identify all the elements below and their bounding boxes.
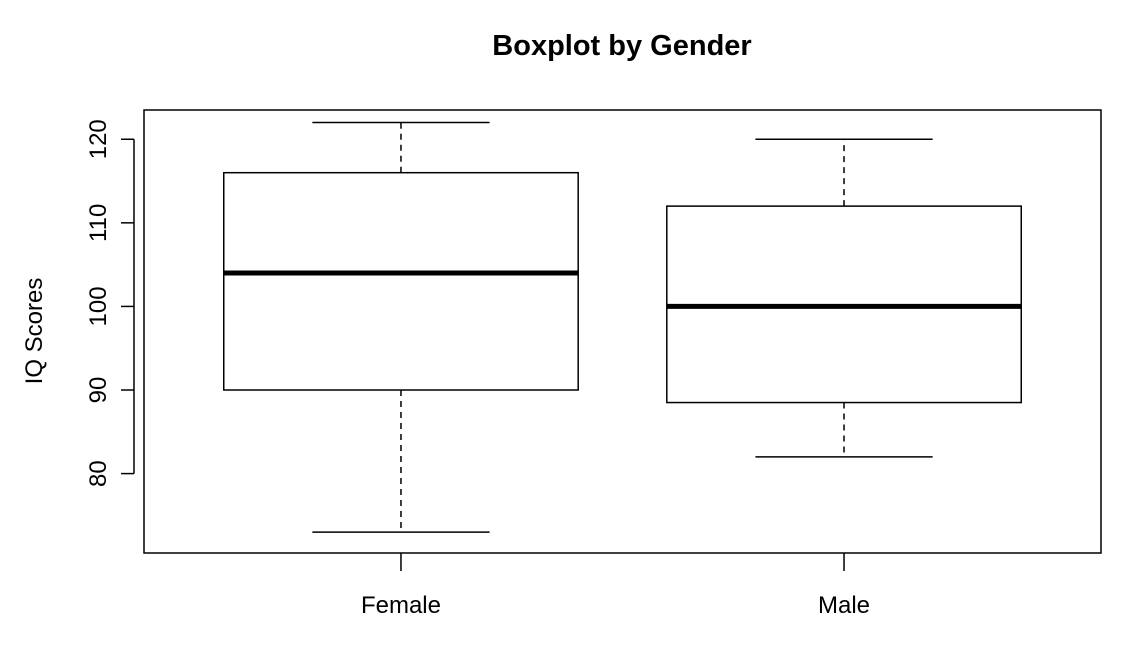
- y-axis-label: IQ Scores: [21, 278, 48, 385]
- y-axis: 80 90 100 110 120: [85, 119, 135, 487]
- box-male: [666, 138, 1022, 458]
- y-tick-label-90: 90: [85, 377, 112, 404]
- chart-title: Boxplot by Gender: [492, 30, 751, 62]
- y-tick-label-110: 110: [85, 204, 112, 242]
- box-female: [223, 121, 579, 533]
- y-tick-label-80: 80: [85, 460, 112, 487]
- x-tick-label-male: Male: [818, 592, 870, 619]
- y-tick-label-100: 100: [85, 286, 112, 326]
- y-tick-label-120: 120: [85, 119, 112, 159]
- boxes: [223, 121, 1022, 533]
- x-axis: Female Male: [361, 553, 870, 619]
- plot-area-frame: [143, 109, 1102, 554]
- iqr-box-female: [223, 171, 579, 391]
- x-tick-label-female: Female: [361, 592, 441, 619]
